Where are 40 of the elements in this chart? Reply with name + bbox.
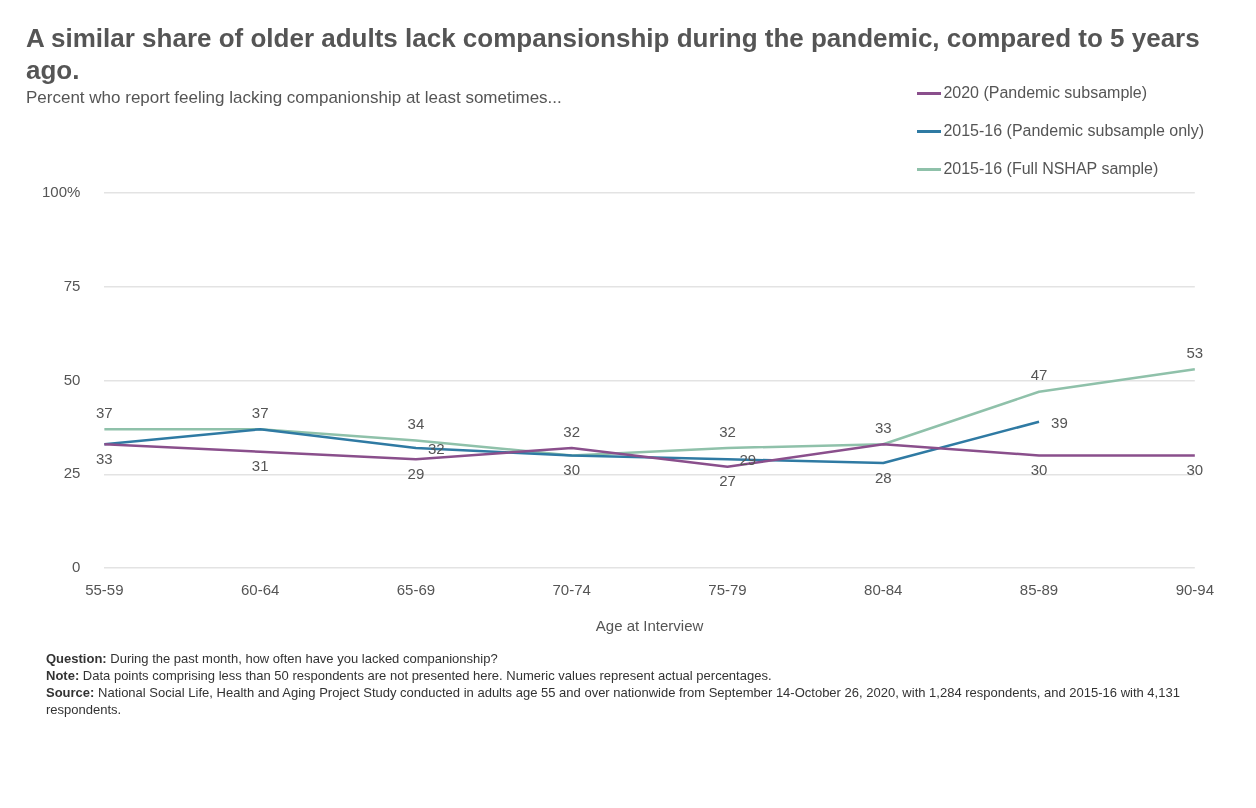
y-tick-label: 25: [63, 464, 81, 482]
data-label: 29: [739, 451, 757, 469]
x-tick-label: 65-69: [396, 581, 436, 599]
data-label: 29: [407, 464, 425, 482]
x-tick-label: 55-59: [85, 581, 124, 599]
data-label: 30: [1030, 461, 1048, 479]
data-label: 34: [407, 415, 425, 433]
source-note: Source: National Social Life, Health and Aging Project Study conducted in adults age 55 and over nationwide from September 14-October 26, 2020, with 1,284 respondents, and 2015-16 with 4,131 respondents.: [46, 685, 1180, 717]
chart-title: A similar share of older adults lack compansionship during the pandemic, compared to 5 years ago.: [26, 23, 1200, 85]
x-tick-label: 75-79: [708, 581, 747, 599]
data-label: 32: [719, 422, 736, 440]
data-label: 37: [96, 403, 113, 421]
y-tick-label: 0: [72, 558, 81, 576]
data-label: 27: [719, 472, 736, 490]
y-tick-label: 100%: [41, 183, 81, 201]
data-label: 32: [563, 422, 581, 440]
data-label: 30: [563, 461, 581, 479]
x-axis-title: Age at Interview: [595, 617, 704, 635]
data-label: 33: [96, 449, 113, 467]
chart-subtitle: Percent who report feeling lacking companionship at least sometimes...: [26, 88, 562, 107]
data-label: 37: [251, 403, 269, 421]
y-tick-label: 75: [63, 276, 81, 294]
data-label: 53: [1186, 343, 1204, 361]
x-tick-label: 85-89: [1019, 581, 1059, 599]
x-tick-label: 60-64: [240, 581, 280, 599]
data-label: 28: [874, 468, 892, 486]
data-label: 30: [1186, 461, 1204, 479]
data-label: 39: [1051, 413, 1068, 431]
x-tick-label: 90-94: [1175, 581, 1215, 599]
data-label: 33: [874, 418, 892, 436]
legend-label: 2015-16 (Full NSHAP sample): [943, 160, 1159, 178]
x-tick-label: 70-74: [552, 581, 591, 599]
data-label: 47: [1030, 366, 1048, 384]
data-label: 31: [251, 457, 269, 475]
text: Question: During the past month, how often have you lacked companionship?: [46, 651, 498, 666]
text: Note: Data points comprising less than 50 respondents are not presented here. Numeric values represent actual percentages.: [46, 668, 772, 683]
legend-label: 2015-16 (Pandemic subsample only): [943, 122, 1204, 140]
legend-label: 2020 (Pandemic subsample): [943, 84, 1148, 102]
x-tick-label: 80-84: [864, 581, 903, 599]
y-tick-label: 50: [63, 370, 81, 388]
